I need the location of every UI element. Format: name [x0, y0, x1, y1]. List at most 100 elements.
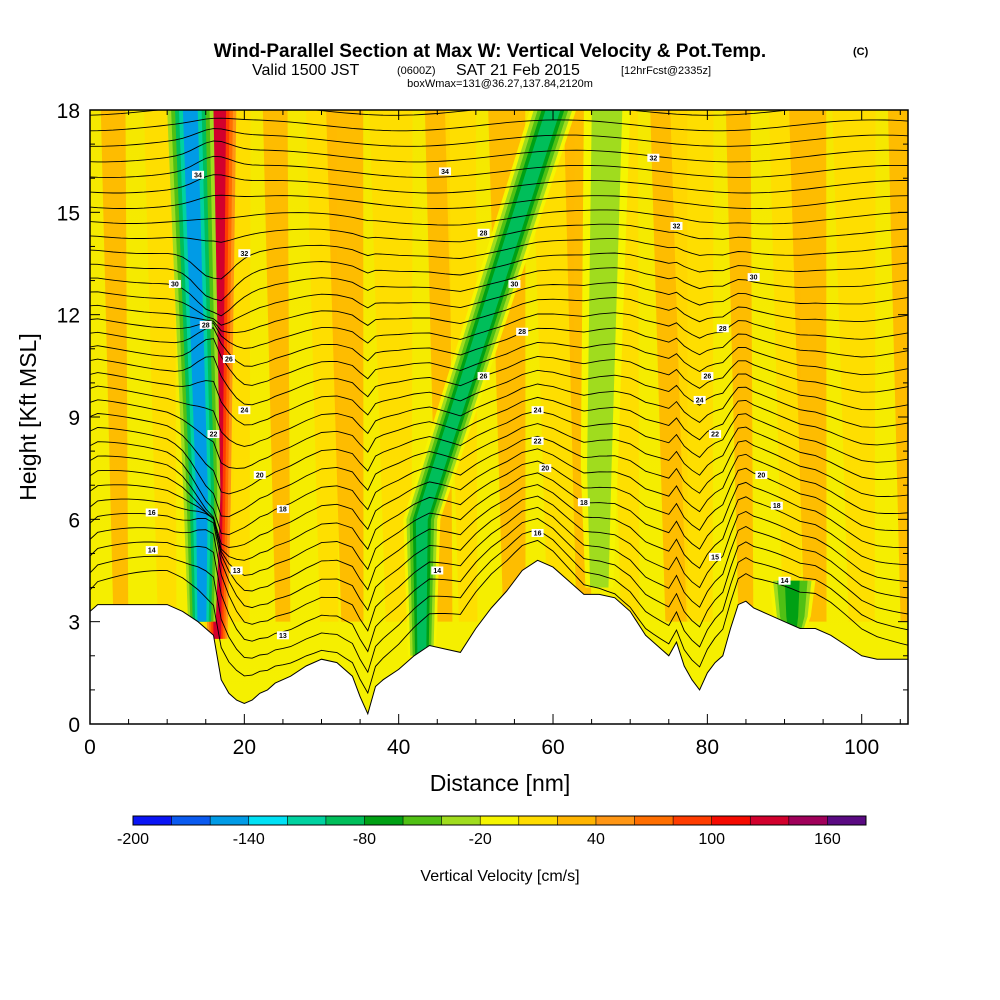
theta-contour-line — [90, 460, 908, 561]
theta-contour-label-text: 32 — [240, 251, 248, 258]
y-tick-label: 9 — [68, 407, 80, 430]
x-tick-label: 80 — [696, 736, 719, 759]
theta-contour-label: 34 — [192, 170, 205, 179]
theta-contour-label-text: 22 — [534, 438, 542, 445]
colorbar-swatch — [248, 816, 288, 825]
theta-contour-line — [90, 410, 908, 495]
colorbar-swatch — [171, 816, 211, 825]
x-tick-label: 40 — [387, 736, 410, 759]
colorbar-swatch — [441, 816, 481, 825]
colorbar-swatch — [325, 816, 365, 825]
colorbar-tick-label: 40 — [587, 831, 605, 848]
theta-contour-label-text: 20 — [541, 466, 549, 473]
theta-contour-line — [90, 355, 908, 406]
colorbar-swatch — [287, 816, 326, 825]
x-tick-label: 0 — [84, 736, 96, 759]
theta-contour-line — [90, 282, 908, 326]
colorbar-swatch — [673, 816, 712, 825]
theta-contour-label: 28 — [716, 324, 729, 333]
theta-contour-label: 20 — [253, 470, 266, 479]
theta-contour-line — [90, 312, 908, 349]
theta-contour-label-text: 32 — [673, 223, 681, 230]
x-tick-label: 60 — [541, 736, 564, 759]
theta-contour-label: 32 — [670, 221, 683, 230]
title-copyright-mark: (C) — [853, 46, 869, 58]
theta-contour-label: 20 — [755, 470, 768, 479]
theta-contour-label-text: 16 — [148, 510, 156, 517]
y-axis-label: Height [Kft MSL] — [15, 333, 41, 500]
y-tick-label: 18 — [57, 100, 80, 123]
theta-contour-label: 26 — [477, 372, 490, 381]
theta-contour-label: 26 — [701, 372, 714, 381]
theta-contour-label: 16 — [145, 508, 158, 517]
subtitle-date: SAT 21 Feb 2015 — [456, 62, 580, 79]
theta-contour-label: 15 — [709, 552, 722, 561]
theta-contour-line — [90, 128, 908, 147]
theta-contour-label: 13 — [230, 566, 243, 575]
theta-contour-label: 18 — [577, 498, 590, 507]
theta-contour-line — [90, 327, 908, 367]
theta-contour-label-text: 28 — [719, 326, 727, 333]
theta-contour-label-text: 18 — [279, 507, 287, 514]
colorbar-swatch — [711, 816, 751, 825]
y-tick-label: 15 — [57, 202, 80, 225]
colorbar-swatch — [210, 816, 249, 825]
velocity-streak — [670, 110, 714, 622]
theta-contour-label: 24 — [693, 395, 706, 404]
theta-contour-line — [90, 140, 908, 163]
downdraft-band — [593, 110, 615, 588]
colorbar-tick-label: -200 — [117, 831, 149, 848]
theta-contour-line — [90, 252, 908, 302]
colorbar-swatch — [634, 816, 674, 825]
theta-contour-label: 24 — [238, 406, 251, 415]
theta-contour-label-text: 24 — [534, 408, 542, 415]
theta-contour-line — [90, 194, 908, 210]
theta-contour-label-text: 13 — [233, 568, 241, 575]
theta-contour-label-text: 28 — [518, 329, 526, 336]
theta-contour-label: 16 — [531, 528, 544, 537]
theta-contour-label: 14 — [778, 576, 791, 585]
chart-title: Wind-Parallel Section at Max W: Vertical… — [214, 41, 766, 62]
box-wmax-info: boxWmax=131@36.27,137.84,2120m — [407, 78, 593, 90]
velocity-streak — [908, 110, 940, 622]
plot-area: 34 34 32 32 28 32 30 30 30 28 28 28 26 26 26 24 24 24 22 22… — [90, 90, 940, 724]
theta-contour-label-text: 28 — [202, 322, 210, 329]
theta-contour-line — [90, 518, 908, 653]
theta-contour-line — [90, 369, 908, 426]
colorbar-frame — [132, 815, 867, 826]
colorbar: -200 -140 -80 -20 40 100 160 — [117, 815, 867, 848]
theta-contour-line — [90, 423, 908, 518]
theta-contour-label-text: 30 — [171, 281, 179, 288]
terrain-profile — [90, 559, 908, 724]
theta-contour-label: 26 — [222, 355, 235, 364]
colorbar-tick-label: 100 — [698, 831, 725, 848]
theta-contour-label-text: 20 — [757, 472, 765, 479]
theta-contour-line — [90, 174, 908, 194]
theta-contour-label: 14 — [145, 546, 158, 555]
colorbar-tick-label: -80 — [353, 831, 376, 848]
theta-contour-label: 28 — [199, 320, 212, 329]
x-axis-label: Distance [nm] — [430, 770, 571, 796]
theta-contour-line — [90, 506, 908, 632]
theta-contour-line — [90, 396, 908, 469]
colorbar-swatch — [827, 816, 866, 825]
theta-contour-line — [90, 90, 908, 100]
theta-contour-label: 22 — [531, 436, 544, 445]
colorbar-tick-label: 160 — [814, 831, 841, 848]
theta-contour-label-text: 18 — [580, 500, 588, 507]
velocity-streak — [887, 110, 908, 622]
theta-contour-line — [90, 238, 908, 280]
theta-contour-line — [90, 472, 908, 576]
theta-contour-line — [90, 448, 908, 548]
theta-contour-label-text: 30 — [750, 275, 758, 282]
subtitle-utc-time: (0600Z) — [397, 65, 436, 77]
theta-contour-line — [90, 155, 908, 178]
x-tick-label: 100 — [844, 736, 879, 759]
theta-contour-label-text: 32 — [649, 155, 657, 162]
downdraft-band — [412, 110, 565, 656]
velocity-streak — [326, 110, 364, 622]
theta-contour-label: 13 — [276, 631, 289, 640]
theta-contour-label-text: 26 — [225, 357, 233, 364]
colorbar-label: Vertical Velocity [cm/s] — [420, 868, 579, 885]
